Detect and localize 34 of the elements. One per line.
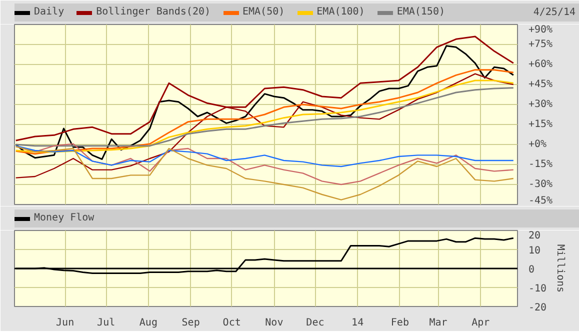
x-tick-label: Aug: [139, 318, 158, 328]
y-tick-label: -30%: [528, 179, 553, 190]
y-tick-label: +15%: [528, 119, 553, 130]
x-tick-label: Oct: [222, 318, 241, 328]
y-tick-label: -45%: [528, 196, 553, 206]
y-tick-label: +60%: [528, 59, 553, 70]
x-tick-label: Mar: [429, 318, 448, 328]
y-tick-label: -20: [528, 302, 547, 314]
legend-label: Bollinger Bands(20): [96, 6, 210, 18]
x-tick-label: Jul: [97, 318, 116, 328]
legend-label: Daily: [34, 6, 64, 18]
text: 4/25/14: [533, 7, 576, 18]
y-tick-label: -10: [528, 284, 547, 294]
x-tick-label: Jun: [56, 318, 74, 328]
x-tick-label: Sep: [182, 318, 200, 328]
y-tick-label: +0%: [528, 139, 547, 150]
y-tick-label: +45%: [528, 79, 553, 90]
y-tick-label: 20: [528, 230, 541, 242]
legend-label: EMA(100): [316, 6, 365, 18]
legend-label: EMA(50): [242, 6, 285, 18]
x-tick-label: Feb: [390, 318, 409, 328]
x-tick-label: Nov: [265, 318, 284, 328]
x-tick-label: Dec: [306, 318, 324, 328]
y-tick-label: +30%: [528, 99, 553, 110]
y-tick-label: 0: [528, 264, 535, 276]
y-tick-label: -15%: [528, 159, 553, 170]
legend-label: Money Flow: [34, 212, 94, 224]
y-tick-label: 10: [528, 246, 541, 256]
legend-label: EMA(150): [396, 6, 445, 18]
x-tick-label: 14: [352, 318, 364, 328]
y-tick-label: +90%: [528, 24, 553, 36]
y-tick-label: +75%: [528, 39, 553, 50]
y-axis-title: Millions: [554, 244, 566, 293]
x-tick-label: Apr: [472, 318, 490, 328]
